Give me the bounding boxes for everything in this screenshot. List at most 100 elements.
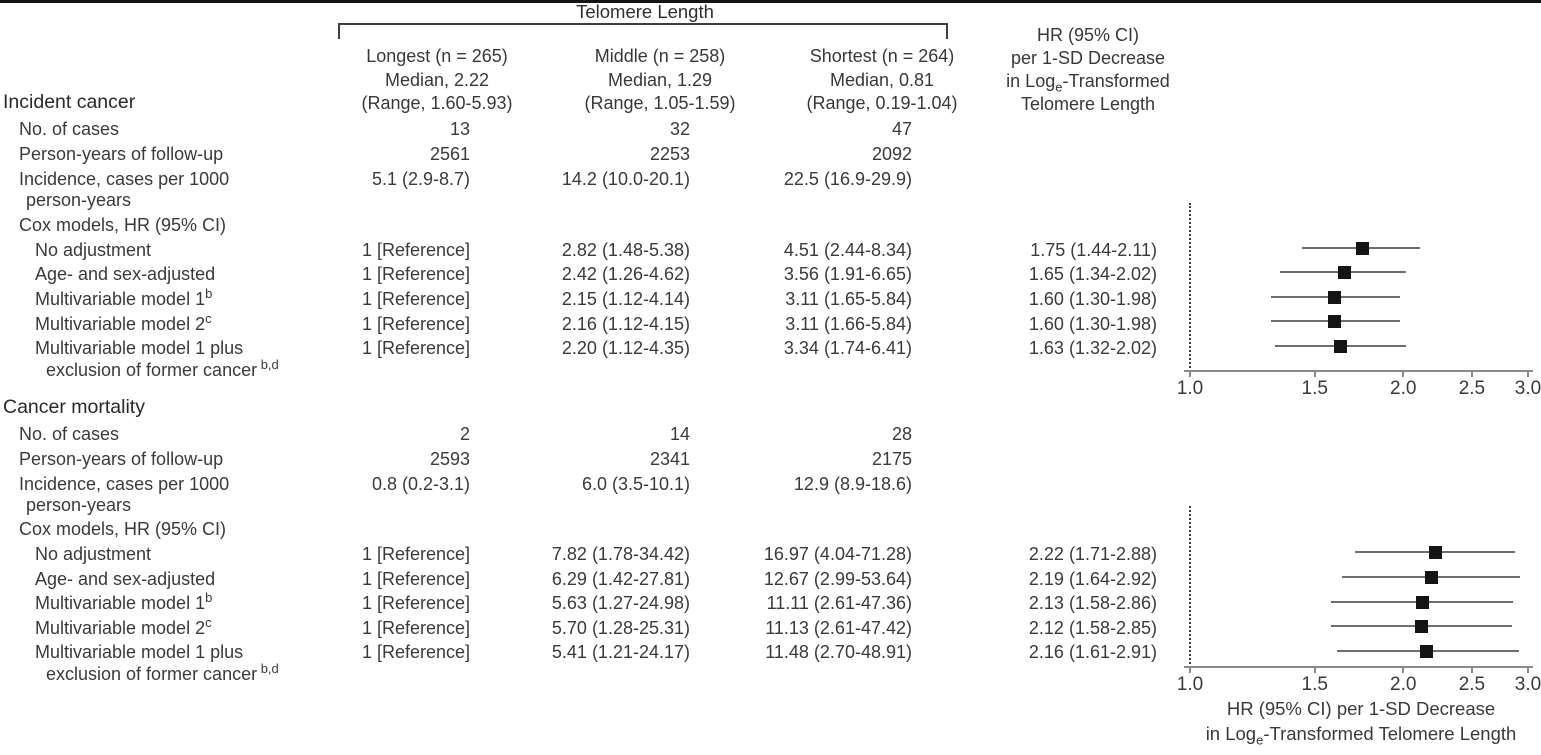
table-cell: 2253 [649, 144, 690, 164]
row-label-continuation: person-years [26, 495, 132, 515]
table-cell: 2561 [429, 144, 470, 164]
table-cell: 2.15 (1.12-4.14) [561, 289, 690, 309]
forest-xaxis-caption-line1: HR (95% CI) per 1-SD Decrease [1226, 698, 1496, 719]
x-axis-tick [1470, 370, 1473, 377]
table-cell: 11.13 (2.61-47.42) [765, 618, 912, 638]
row-label: Multivariable model 1b [35, 286, 213, 309]
column-range: (Range, 0.19-1.04) [806, 93, 958, 113]
table-cell: 2.20 (1.12-4.35) [561, 338, 690, 358]
table-cell-hr: 2.12 (1.58-2.85) [1028, 618, 1157, 638]
table-cell: 1 [Reference] [361, 544, 470, 564]
row-label: Incidence, cases per 1000 [19, 474, 230, 494]
table-cell-hr: 1.65 (1.34-2.02) [1028, 264, 1157, 284]
column-title: Middle (n = 258) [594, 46, 726, 66]
table-cell: 5.70 (1.28-25.31) [551, 618, 690, 638]
section-title-incident-cancer: Incident cancer [3, 91, 136, 113]
column-header-shortest: Shortest (n = 264) Median, 0.81 (Range, … [732, 45, 1032, 116]
table-cell: 11.11 (2.61-47.36) [766, 593, 912, 613]
table-cell: 28 [891, 424, 912, 444]
row-label: No adjustment [35, 544, 152, 564]
table-cell: 2.16 (1.12-4.15) [561, 314, 690, 334]
x-axis-tick-label: 1.5 [1301, 674, 1328, 695]
table-cell: 2.42 (1.26-4.62) [561, 264, 690, 284]
table-cell-hr: 1.60 (1.30-1.98) [1028, 289, 1157, 309]
x-axis-tick [1313, 370, 1316, 377]
table-cell: 2593 [429, 449, 470, 469]
section-title-cancer-mortality: Cancer mortality [3, 396, 145, 418]
row-label: Age- and sex-adjusted [35, 264, 216, 284]
x-axis-tick-label: 2.0 [1390, 674, 1417, 695]
table-cell: 1 [Reference] [361, 264, 470, 284]
table-cell: 2341 [649, 449, 690, 469]
row-label: Person-years of follow-up [19, 144, 224, 164]
table-cell: 12.9 (8.9-18.6) [793, 474, 912, 494]
table-cell: 47 [891, 119, 912, 139]
table-cell: 6.29 (1.42-27.81) [551, 569, 690, 589]
table-cell: 1 [Reference] [361, 314, 470, 334]
table-cell: 3.56 (1.91-6.65) [783, 264, 912, 284]
x-axis-tick-label: 2.5 [1458, 378, 1486, 399]
point-estimate-square [1333, 339, 1347, 353]
row-label: No. of cases [19, 424, 120, 444]
table-cell: 12.67 (2.99-53.64) [763, 569, 912, 589]
table-cell: 1 [Reference] [361, 289, 470, 309]
table-cell: 3.11 (1.65-5.84) [785, 289, 912, 309]
table-cell: 1 [Reference] [361, 569, 470, 589]
column-median: Median, 1.29 [607, 69, 713, 90]
x-axis-tick [1313, 666, 1316, 673]
spanner-bracket [338, 23, 948, 39]
point-estimate-square [1428, 545, 1442, 559]
table-cell: 14 [669, 424, 690, 444]
row-label: No. of cases [19, 119, 120, 139]
table-cell: 7.82 (1.78-34.42) [551, 544, 690, 564]
x-axis-tick [1402, 666, 1405, 673]
x-axis-tick-label: 1.5 [1301, 378, 1328, 399]
x-axis-tick-label: 1.0 [1176, 674, 1204, 695]
forest-xaxis-caption-line2: in Loge-Transformed Telomere Length [1205, 723, 1517, 748]
table-cell-hr: 2.16 (1.61-2.91) [1028, 642, 1157, 662]
x-axis-tick [1470, 666, 1473, 673]
column-median: Median, 2.22 [384, 69, 490, 90]
row-label: Multivariable model 2c [35, 311, 212, 334]
table-cell: 5.1 (2.9-8.7) [371, 169, 470, 189]
x-axis-tick-label: 2.0 [1390, 378, 1417, 399]
top-rule [0, 0, 1541, 3]
row-label: Multivariable model 2c [35, 615, 212, 638]
point-estimate-square [1328, 314, 1342, 328]
point-estimate-square [1416, 595, 1430, 609]
row-label: Person-years of follow-up [19, 449, 224, 469]
table-cell: 5.63 (1.27-24.98) [551, 593, 690, 613]
table-cell: 2175 [871, 449, 912, 469]
table-cell: 2 [459, 424, 470, 444]
column-title: Shortest (n = 264) [809, 46, 955, 66]
table-cell: 1 [Reference] [361, 593, 470, 613]
table-cell-hr: 2.13 (1.58-2.86) [1028, 593, 1157, 613]
x-axis-tick [1189, 666, 1191, 673]
table-cell: 1 [Reference] [361, 618, 470, 638]
point-estimate-square [1414, 619, 1428, 633]
column-range: (Range, 1.05-1.59) [584, 93, 736, 113]
hr-header-line1: HR (95% CI) [1036, 25, 1139, 45]
table-cell-hr: 2.22 (1.71-2.88) [1028, 544, 1157, 564]
x-axis-tick-label: 3.0 [1514, 674, 1541, 695]
hr-header-line2: per 1-SD Decrease [1010, 48, 1166, 68]
row-label-continuation: exclusion of former cancer b,d [46, 661, 279, 684]
row-label: Age- and sex-adjusted [35, 569, 216, 589]
reference-line [1189, 506, 1191, 668]
x-axis-line [1184, 666, 1533, 668]
table-cell: 2.82 (1.48-5.38) [561, 240, 690, 260]
table-cell: 22.5 (16.9-29.9) [783, 169, 912, 189]
table-cell: 1 [Reference] [361, 240, 470, 260]
hr-column-header: HR (95% CI) per 1-SD Decrease in Loge-Tr… [938, 24, 1238, 116]
table-cell: 6.0 (3.5-10.1) [581, 474, 690, 494]
column-header-middle: Middle (n = 258) Median, 1.29 (Range, 1.… [510, 45, 810, 116]
table-cell-hr: 2.19 (1.64-2.92) [1028, 569, 1157, 589]
row-label-cox-models: Cox models, HR (95% CI) [19, 519, 227, 539]
table-cell: 13 [449, 119, 470, 139]
table-cell: 4.51 (2.44-8.34) [783, 240, 912, 260]
point-estimate-square [1355, 241, 1369, 255]
row-label: No adjustment [35, 240, 152, 260]
x-axis-tick-label: 3.0 [1514, 378, 1541, 399]
x-axis-tick-label: 2.5 [1458, 674, 1486, 695]
